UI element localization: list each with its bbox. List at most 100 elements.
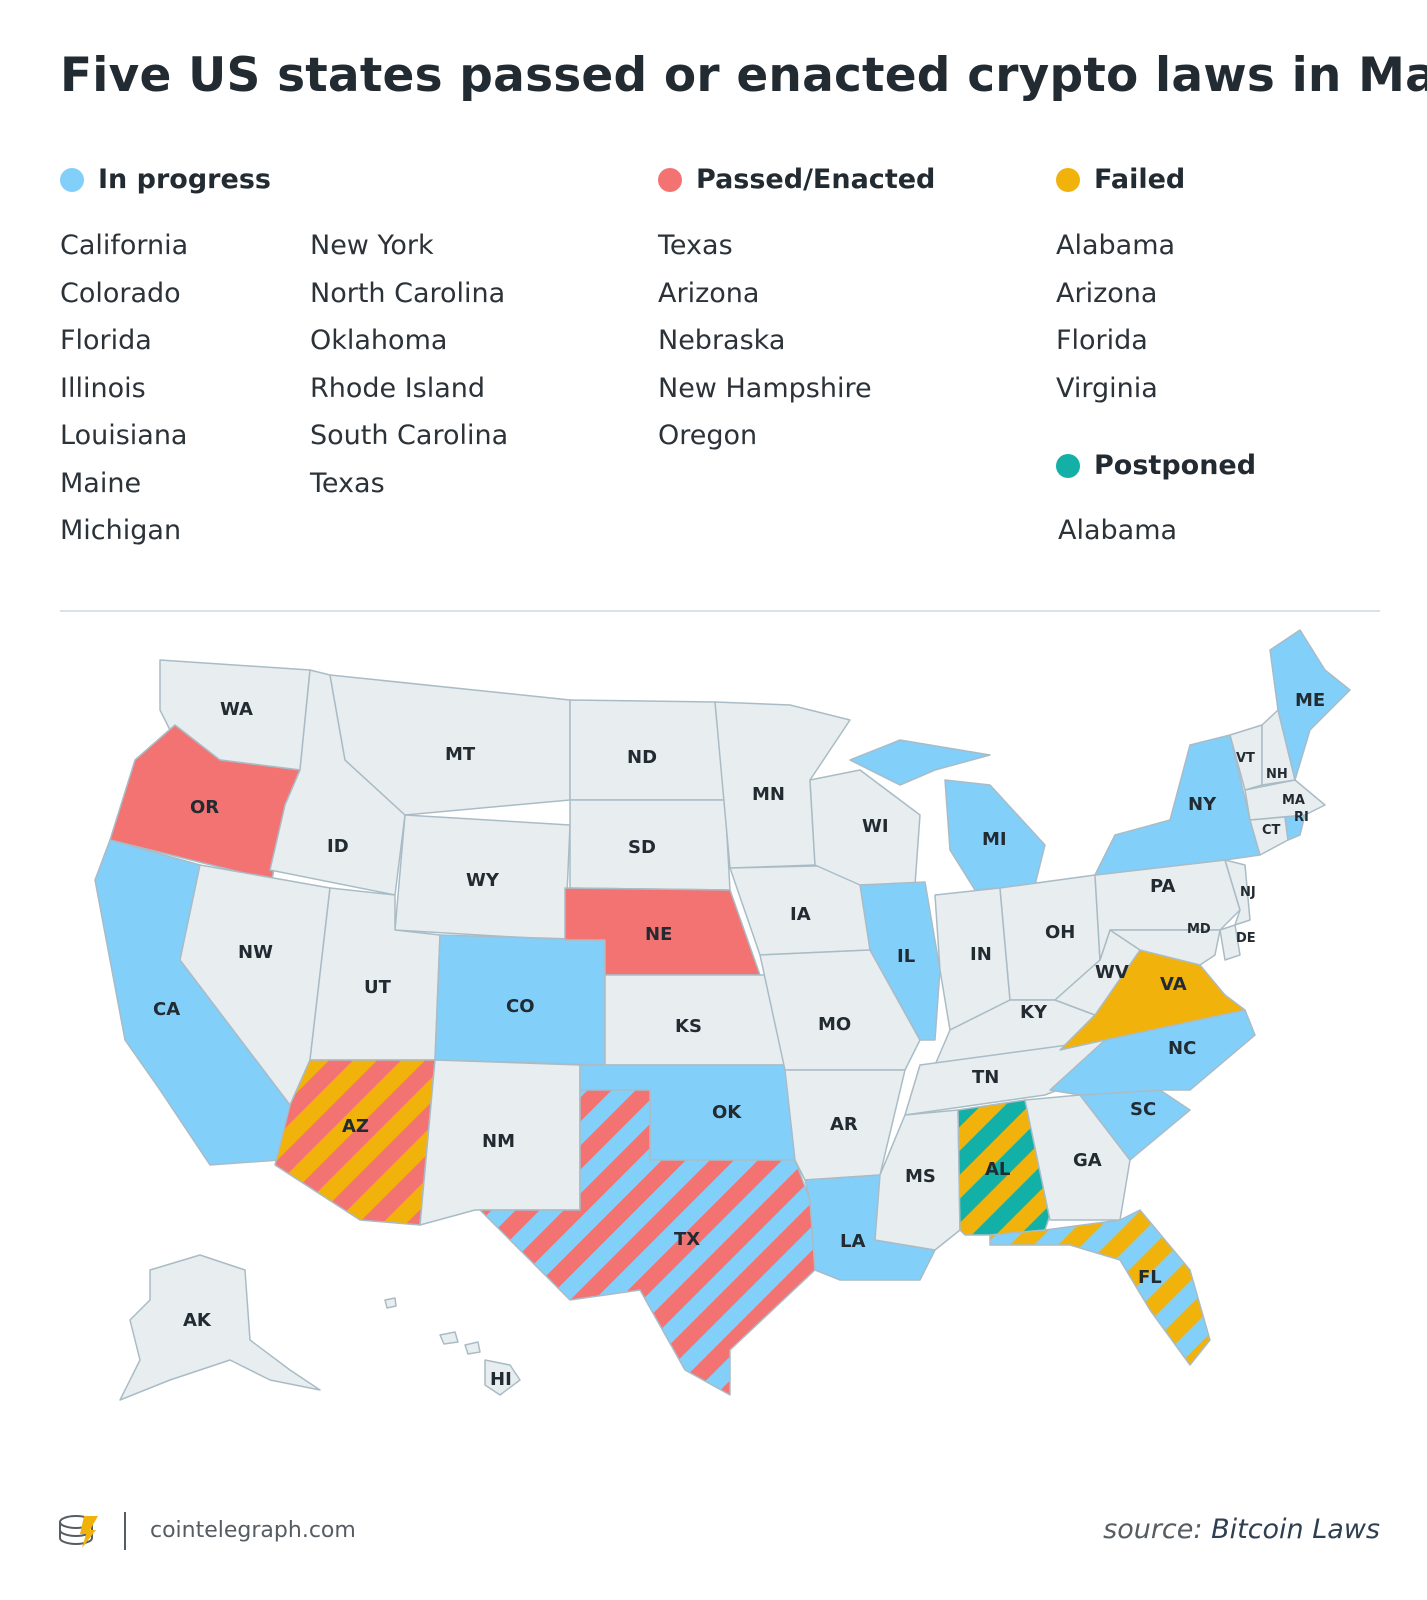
state-nc (1049, 1009, 1256, 1096)
legend-postponed: Postponed (1056, 450, 1256, 481)
list-item: North Carolina (310, 277, 506, 309)
label-mo: MO (818, 1014, 851, 1035)
list-item: Arizona (658, 277, 760, 309)
list-item: Texas (310, 467, 385, 499)
list-item: Arizona (1056, 277, 1158, 309)
label-sd: SD (628, 837, 656, 858)
label-wi: WI (862, 816, 889, 837)
label-md: MD (1187, 922, 1211, 937)
hi-island-2 (464, 1341, 481, 1355)
label-sc: SC (1130, 1099, 1156, 1120)
list-item: California (60, 230, 189, 261)
in-progress-dot-icon (60, 167, 84, 192)
passed-dot-icon (658, 167, 682, 192)
list-item: Texas (658, 230, 733, 261)
label-va: VA (1160, 974, 1187, 995)
list-item: Colorado (60, 277, 181, 309)
us-map: WA OR CA ID NW MT WY UT AZ CO NM ND SD N… (94, 629, 1351, 1401)
state-az (274, 1059, 436, 1226)
list-item: New Hampshire (658, 372, 872, 404)
list-item: New York (310, 230, 434, 261)
label-nh: NH (1266, 767, 1288, 782)
legend-passed: Passed/Enacted (658, 164, 935, 195)
legend-in-progress-label: In progress (98, 164, 271, 195)
list-item: South Carolina (310, 420, 509, 451)
label-az: AZ (342, 1116, 369, 1137)
state-ri (1284, 814, 1306, 841)
label-or: OR (190, 797, 219, 818)
legend-in-progress: In progress (60, 164, 271, 195)
list-item: Michigan (60, 515, 182, 546)
state-fl (989, 1209, 1211, 1366)
list-item: Rhode Island (310, 372, 486, 404)
list-item: Oklahoma (310, 325, 448, 356)
label-ut: UT (364, 977, 392, 998)
list-item: Alabama (1058, 515, 1178, 546)
in-progress-list-col-1: California Colorado Florida Illinois Lou… (60, 222, 188, 555)
postponed-list: Alabama (1058, 507, 1177, 555)
list-item: Alabama (1056, 230, 1176, 261)
list-item: Illinois (60, 372, 146, 404)
list-item: Florida (60, 325, 152, 356)
label-de: DE (1236, 931, 1256, 946)
label-hi: HI (490, 1369, 512, 1390)
label-pa: PA (1150, 876, 1176, 897)
state-ak (119, 1254, 321, 1401)
label-ia: IA (790, 904, 811, 925)
label-la: LA (840, 1231, 865, 1252)
label-ks: KS (675, 1016, 702, 1037)
label-ky: KY (1020, 1002, 1048, 1023)
label-me: ME (1295, 690, 1325, 711)
label-ca: CA (153, 999, 180, 1020)
source-name: Bitcoin Laws (1211, 1514, 1380, 1545)
state-il (859, 881, 941, 1041)
label-ak: AK (183, 1310, 212, 1331)
footer-site: cointelegraph.com (150, 1518, 356, 1543)
legend-postponed-label: Postponed (1094, 450, 1257, 481)
label-nc: NC (1168, 1038, 1196, 1059)
divider (60, 610, 1380, 612)
state-hi (484, 1359, 521, 1396)
label-ms: MS (905, 1166, 936, 1187)
cointelegraph-logo-icon (59, 1515, 98, 1548)
in-progress-list-col-2: New York North Carolina Oklahoma Rhode I… (310, 222, 508, 507)
hi-island-1 (439, 1331, 459, 1345)
failed-list: Alabama Arizona Florida Virginia (1056, 222, 1175, 412)
label-tn: TN (972, 1067, 999, 1088)
label-id: ID (327, 836, 349, 857)
state-me (1269, 629, 1351, 781)
label-ma: MA (1282, 793, 1305, 808)
legend-passed-label: Passed/Enacted (696, 164, 936, 195)
label-ok: OK (712, 1102, 742, 1123)
label-wy: WY (466, 870, 500, 891)
label-wa: WA (220, 699, 253, 720)
label-nm: NM (482, 1131, 515, 1152)
source-prefix: source: (1103, 1514, 1203, 1545)
label-oh: OH (1045, 922, 1075, 943)
state-labels: WA OR CA ID NW MT WY UT AZ CO NM ND SD N… (153, 690, 1325, 1390)
label-co: CO (506, 996, 535, 1017)
state-md (1109, 929, 1221, 966)
page-title: Five US states passed or enacted crypto … (60, 48, 1427, 103)
list-item: Maine (60, 467, 142, 499)
label-il: IL (897, 946, 915, 967)
list-item: Florida (1056, 325, 1148, 356)
label-nw: NW (238, 942, 273, 963)
label-al: AL (985, 1159, 1010, 1180)
state-ma (1244, 779, 1326, 821)
label-ne: NE (645, 924, 672, 945)
hi-island-3 (384, 1297, 397, 1309)
label-ar: AR (830, 1114, 858, 1135)
label-mn: MN (752, 784, 785, 805)
label-ga: GA (1073, 1150, 1102, 1171)
passed-list: Texas Arizona Nebraska New Hampshire Ore… (658, 222, 872, 460)
label-ct: CT (1262, 823, 1281, 838)
label-nd: ND (627, 747, 657, 768)
label-vt: VT (1236, 751, 1255, 766)
label-tx: TX (674, 1229, 700, 1250)
list-item: Nebraska (658, 325, 786, 356)
label-ri: RI (1294, 810, 1309, 825)
label-mi: MI (982, 829, 1007, 850)
state-mi-up (849, 739, 991, 786)
failed-dot-icon (1056, 167, 1080, 192)
